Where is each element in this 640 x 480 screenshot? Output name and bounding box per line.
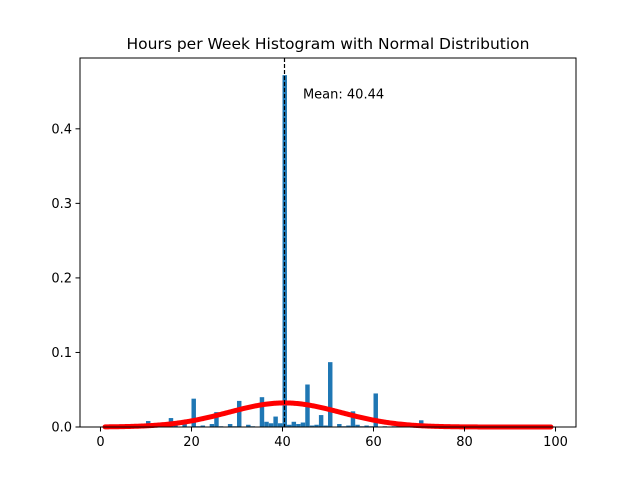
y-tick-label: 0.3: [51, 197, 72, 212]
y-tick-label: 0.4: [51, 122, 72, 137]
x-tick-label: 20: [183, 435, 200, 450]
histogram-bar: [323, 425, 328, 427]
histogram-bar: [364, 425, 369, 427]
histogram-bar: [355, 424, 360, 427]
histogram-bar: [227, 424, 233, 427]
histogram-bar: [337, 424, 342, 427]
histogram-bar: [300, 422, 306, 427]
histogram-bar: [318, 415, 324, 427]
histogram-bar: [309, 425, 315, 427]
y-tick-label: 0.2: [51, 271, 72, 286]
histogram-bar: [277, 423, 283, 427]
histogram-bar: [209, 424, 215, 427]
histogram-bar: [236, 400, 242, 427]
histogram-bars: [105, 75, 551, 428]
x-tick-label: 0: [96, 435, 104, 450]
chart-title: Hours per Week Histogram with Normal Dis…: [127, 35, 530, 53]
histogram-bar: [268, 423, 274, 427]
histogram-bar: [191, 398, 196, 427]
histogram-bar: [346, 425, 351, 427]
y-tick-label: 0.1: [51, 346, 72, 361]
histogram-bar: [182, 424, 187, 427]
histogram-bar: [214, 412, 219, 427]
histogram-bar: [296, 424, 301, 427]
x-tick-label: 40: [274, 435, 291, 450]
x-tick-label: 80: [456, 435, 473, 450]
x-tick-label: 60: [365, 435, 382, 450]
histogram-bar: [373, 393, 378, 427]
mean-annotation: Mean: 40.44: [303, 87, 384, 102]
histogram-bar: [259, 397, 265, 427]
histogram-bar: [287, 424, 292, 427]
histogram-bar: [246, 424, 251, 427]
axes: 0 20 40 60 80 100 0.0 0.1 0.2 0.3 0.4: [51, 57, 577, 450]
annotations: Mean: 40.44: [303, 87, 384, 102]
histogram-bar: [314, 424, 319, 427]
histogram-bar: [264, 421, 269, 427]
histogram-bar: [291, 421, 297, 427]
plot-frame: [79, 57, 577, 428]
histogram-bar: [273, 416, 278, 427]
y-tick-label: 0.0: [51, 421, 72, 436]
histogram-bar: [350, 411, 356, 427]
histogram-bar: [200, 425, 206, 427]
x-tick-label: 100: [543, 435, 568, 450]
histogram-bar: [328, 362, 333, 427]
